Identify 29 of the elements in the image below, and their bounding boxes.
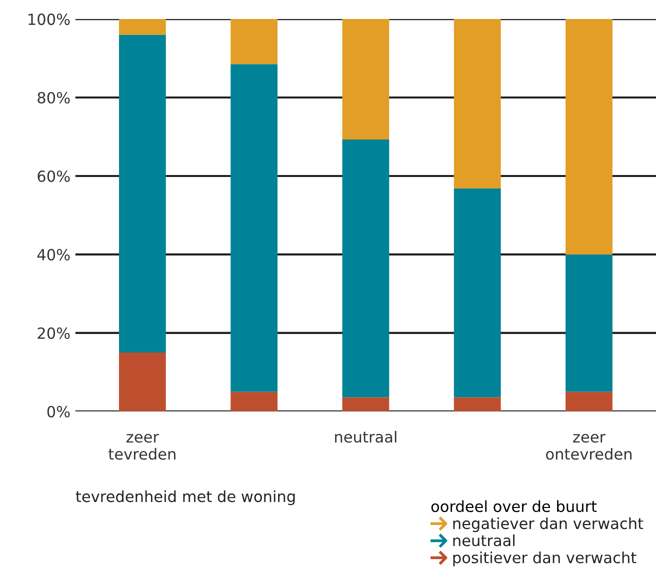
y-tick-label: 20% [38,327,70,339]
y-tick-label: 40% [37,248,70,260]
x-axis-title: tevredenheid met de woning [76,490,295,506]
legend-label: neutraal [453,534,514,546]
bar [230,64,278,392]
bar [118,352,166,412]
y-tick-label: 60% [38,170,70,182]
bar [454,188,501,398]
bar [230,19,278,64]
bar [566,254,612,392]
bar [118,19,166,35]
y-tick-label: 0% [47,406,70,418]
legend-label: negatiever dan verwacht [453,517,644,532]
x-tick-label: zeer tevreden [108,434,176,460]
x-tick-label: neutraal [335,430,396,443]
bar [342,139,390,398]
legend-label: positiever dan verwacht [453,552,636,566]
bar [118,34,166,353]
bar [454,397,501,412]
bar [230,392,278,412]
y-tick-label: 80% [38,92,70,104]
bar [566,392,612,412]
y-tick-label: 100% [28,14,70,26]
bar [566,19,612,254]
x-tick-label: zeer ontevreden [546,434,632,460]
bar [342,397,390,412]
bar [342,19,390,140]
legend-title: oordeel over de buurt [431,500,597,512]
bar [454,19,501,189]
